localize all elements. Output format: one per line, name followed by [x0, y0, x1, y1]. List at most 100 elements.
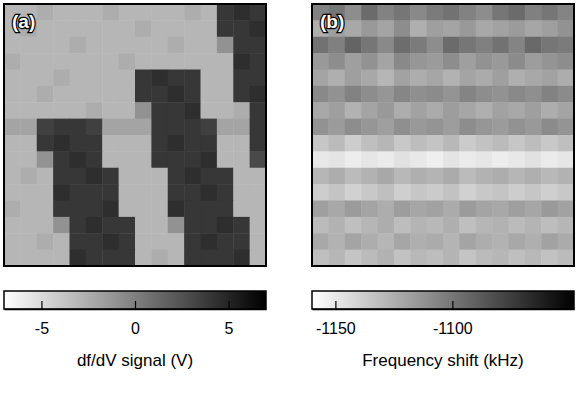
heatmap-cell: [20, 86, 37, 103]
heatmap-cell: [135, 86, 152, 103]
heatmap-cell: [250, 151, 266, 168]
heatmap-cell: [476, 184, 493, 201]
heatmap-cell: [328, 168, 345, 185]
heatmap-cell: [476, 217, 493, 234]
heatmap-cell: [394, 135, 411, 152]
heatmap-cell: [476, 201, 493, 218]
heatmap-cell: [410, 4, 427, 21]
heatmap-cell: [492, 102, 509, 119]
heatmap-cell: [558, 53, 574, 70]
heatmap-cell: [345, 201, 362, 218]
heatmap-cell: [361, 151, 378, 168]
heatmap-cell: [70, 201, 87, 218]
heatmap-cell: [20, 135, 37, 152]
heatmap-cell: [525, 233, 542, 250]
heatmap-cell: [492, 168, 509, 185]
heatmap-cell: [312, 119, 329, 136]
heatmap-cell: [541, 168, 558, 185]
tick-label: -5: [35, 320, 49, 337]
heatmap-cell: [217, 37, 234, 54]
heatmap-cell: [328, 151, 345, 168]
heatmap-cell: [151, 4, 168, 21]
heatmap-cell: [492, 184, 509, 201]
heatmap-cell: [151, 102, 168, 119]
colorbar-axis: -1150-1100: [313, 301, 575, 337]
heatmap-cell: [151, 86, 168, 103]
heatmap-cell: [135, 184, 152, 201]
heatmap-cell: [70, 184, 87, 201]
heatmap-cell: [53, 233, 70, 250]
heatmap-cell: [70, 119, 87, 136]
heatmap-cell: [410, 151, 427, 168]
heatmap-cell: [443, 233, 460, 250]
heatmap-cell: [184, 135, 201, 152]
heatmap-cell: [427, 184, 444, 201]
heatmap-cell: [410, 119, 427, 136]
heatmap-cell: [558, 151, 574, 168]
heatmap-cell: [312, 53, 329, 70]
heatmap-cell: [312, 86, 329, 103]
heatmap-cell: [509, 86, 526, 103]
heatmap-cell: [37, 102, 54, 119]
heatmap-cell: [201, 184, 218, 201]
heatmap-cell: [86, 184, 103, 201]
heatmap-cell: [378, 233, 395, 250]
heatmap-cell: [184, 217, 201, 234]
colorbar-label: df/dV signal (V): [77, 351, 193, 370]
heatmap-cell: [70, 151, 87, 168]
heatmap-cell: [201, 37, 218, 54]
heatmap-cell: [4, 37, 21, 54]
heatmap-cell: [443, 86, 460, 103]
heatmap-cell: [312, 135, 329, 152]
heatmap-cell: [328, 233, 345, 250]
heatmap-cell: [184, 184, 201, 201]
tick-label: 5: [225, 320, 234, 337]
heatmap-cell: [459, 250, 476, 266]
heatmap-cell: [151, 217, 168, 234]
heatmap-cell: [459, 217, 476, 234]
heatmap-cell: [443, 20, 460, 37]
heatmap-cell: [119, 20, 136, 37]
heatmap-cell: [151, 168, 168, 185]
heatmap-cell: [53, 151, 70, 168]
heatmap-cell: [312, 70, 329, 87]
heatmap-cell: [558, 201, 574, 218]
heatmap-cell: [443, 151, 460, 168]
heatmap-cell: [328, 135, 345, 152]
heatmap-cell: [53, 20, 70, 37]
heatmap-cell: [184, 250, 201, 266]
heatmap-cell: [168, 233, 185, 250]
heatmap-cell: [151, 135, 168, 152]
heatmap-cell: [410, 86, 427, 103]
tick-label: -1150: [316, 320, 356, 337]
heatmap-cell: [361, 37, 378, 54]
heatmap-cell: [345, 217, 362, 234]
heatmap-cell: [135, 151, 152, 168]
heatmap-cell: [53, 135, 70, 152]
heatmap-cell: [119, 119, 136, 136]
heatmap-cell: [410, 168, 427, 185]
heatmap-cell: [525, 250, 542, 266]
heatmap-cell: [250, 135, 266, 152]
heatmap-cell: [217, 53, 234, 70]
heatmap-cell: [459, 151, 476, 168]
heatmap-cell: [119, 4, 136, 21]
heatmap-cell: [135, 233, 152, 250]
heatmap-cell: [459, 53, 476, 70]
heatmap-cell: [250, 184, 266, 201]
heatmap-cell: [119, 184, 136, 201]
heatmap-cell: [4, 250, 21, 266]
heatmap-cell: [20, 53, 37, 70]
heatmap-cell: [410, 53, 427, 70]
heatmap-cell: [492, 233, 509, 250]
heatmap-cell: [410, 250, 427, 266]
heatmap-cell: [459, 119, 476, 136]
heatmap-cell: [151, 70, 168, 87]
heatmap-cell: [20, 102, 37, 119]
heatmap-cell: [168, 20, 185, 37]
heatmap-cell: [70, 102, 87, 119]
heatmap-cell: [233, 70, 250, 87]
heatmap-cell: [86, 250, 103, 266]
heatmap-cell: [37, 37, 54, 54]
heatmap-cell: [70, 135, 87, 152]
